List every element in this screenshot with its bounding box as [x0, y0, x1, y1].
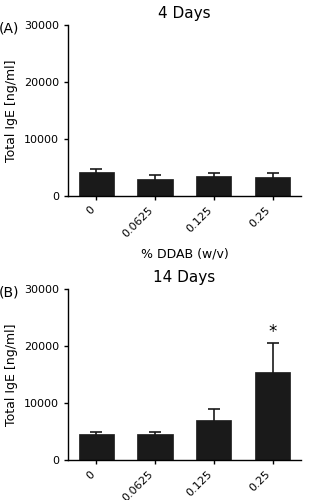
- Bar: [196, 176, 232, 196]
- Title: 14 Days: 14 Days: [153, 270, 215, 285]
- X-axis label: % DDAB (w/v): % DDAB (w/v): [140, 248, 228, 260]
- Bar: [137, 178, 173, 196]
- Y-axis label: Total IgE [ng/ml]: Total IgE [ng/ml]: [6, 324, 19, 426]
- Bar: [79, 172, 114, 196]
- Bar: [255, 178, 290, 196]
- Text: (B): (B): [0, 286, 19, 300]
- Title: 4 Days: 4 Days: [158, 6, 211, 21]
- Bar: [79, 434, 114, 460]
- Bar: [255, 372, 290, 460]
- Text: (A): (A): [0, 22, 19, 36]
- Y-axis label: Total IgE [ng/ml]: Total IgE [ng/ml]: [6, 59, 19, 162]
- Bar: [137, 434, 173, 460]
- Bar: [196, 420, 232, 460]
- Text: *: *: [268, 322, 277, 340]
